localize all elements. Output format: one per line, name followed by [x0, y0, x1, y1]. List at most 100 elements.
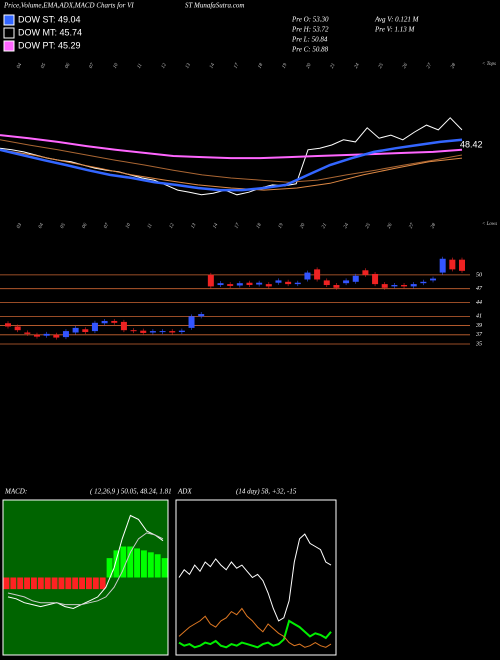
panel [2, 499, 169, 656]
panel-title: MACD: [4, 488, 27, 496]
date-label: 27 [409, 222, 416, 229]
candle [420, 281, 427, 284]
date-label: 11 [147, 223, 154, 230]
histogram-bar [44, 577, 51, 590]
date-label: 20 [300, 222, 307, 229]
info-text: Pre C: 50.88 [291, 46, 329, 54]
date-label: 18 [256, 222, 263, 229]
y-tick-label: 47 [476, 285, 483, 292]
y-tick-label: 44 [476, 299, 482, 306]
y-tick-label: 41 [476, 313, 482, 320]
candle [14, 326, 21, 331]
legend-label: DOW MT: 45.74 [18, 27, 82, 37]
candle [198, 314, 205, 317]
date-label: 20 [306, 62, 313, 69]
legend-label: DOW ST: 49.04 [18, 14, 81, 24]
candle [43, 333, 50, 336]
date-label: 28 [450, 62, 457, 69]
date-label: 24 [354, 62, 361, 69]
candle [343, 280, 350, 284]
candle [159, 331, 166, 333]
date-label: 17 [233, 62, 240, 69]
adx-line [178, 619, 332, 649]
candle [82, 329, 89, 333]
panel-params: (14 day) 58, +32, -15 [236, 488, 297, 496]
date-label: 17 [234, 222, 241, 229]
histogram-bar [58, 577, 65, 590]
info-text: Pre H: 53.72 [291, 26, 329, 34]
legend-swatch [3, 14, 15, 26]
date-label: 28 [430, 222, 437, 229]
histogram-bar [79, 577, 85, 590]
info-text: Pre O: 53.30 [291, 16, 329, 24]
info-text: Pre L: 50.84 [291, 36, 328, 44]
histogram-bar [31, 577, 37, 590]
legend-label: DOW PT: 45.29 [18, 40, 81, 50]
histogram-bar [86, 577, 92, 590]
date-label: 05 [60, 222, 67, 229]
info-text: Avg V: 0.121 M [374, 16, 420, 24]
date-label: 26 [402, 62, 409, 69]
y-tick-label: 39 [475, 323, 482, 329]
candle [140, 330, 147, 333]
candle [439, 258, 446, 273]
candle [207, 274, 214, 287]
candle [256, 282, 263, 285]
candle [430, 278, 437, 281]
candle [314, 269, 321, 280]
candle [391, 285, 398, 287]
candle [62, 331, 69, 338]
date-label: 21 [330, 63, 337, 70]
date-label: 14 [209, 62, 216, 69]
histogram-bar [3, 577, 10, 590]
histogram-bar [51, 577, 58, 590]
date-label: 13 [185, 62, 192, 69]
date-label: 04 [16, 62, 23, 69]
date-label: 24 [343, 222, 350, 229]
macd-line [7, 532, 164, 606]
date-label: 03 [16, 222, 23, 229]
candle [72, 327, 79, 333]
date-label: 19 [278, 222, 285, 229]
legend-swatch [3, 40, 15, 52]
candle [285, 281, 292, 285]
candle [410, 284, 417, 287]
candle [459, 259, 465, 271]
candle [101, 320, 108, 324]
histogram-bar [92, 577, 99, 590]
price-line [0, 139, 463, 183]
histogram-bar [141, 550, 147, 578]
date-label: 12 [169, 222, 176, 229]
histogram-bar [65, 577, 72, 590]
candle [265, 284, 272, 287]
candle [120, 321, 127, 331]
date-label: 25 [378, 62, 385, 69]
info-text: Pre V: 1.13 M [374, 26, 415, 34]
histogram-bar [120, 546, 127, 578]
histogram-bar [154, 554, 161, 578]
price-line [0, 149, 463, 191]
adx-line [178, 607, 332, 648]
price-line [0, 134, 463, 160]
price-line [0, 138, 463, 192]
date-label: 13 [191, 222, 198, 229]
histogram-bar [106, 558, 113, 578]
title-left: Price,Volume,EMA,ADX,MACD Charts for VI [3, 2, 134, 10]
histogram-bar [10, 577, 17, 590]
candle [246, 282, 253, 286]
note: < Lows [482, 222, 497, 227]
candle [381, 284, 388, 288]
y-tick-label: 50 [476, 272, 482, 278]
histogram-bar [127, 546, 134, 578]
candle [217, 283, 224, 286]
y-tick-label: 35 [475, 341, 482, 347]
date-label: 19 [282, 62, 289, 69]
date-label: 25 [365, 222, 372, 229]
date-label: 10 [125, 222, 132, 229]
candle [304, 272, 311, 280]
title-right: ST MunafaSutra.com [185, 2, 244, 10]
candle [323, 280, 330, 286]
candle [372, 273, 379, 285]
last-price-label: 48.42 [460, 139, 483, 149]
